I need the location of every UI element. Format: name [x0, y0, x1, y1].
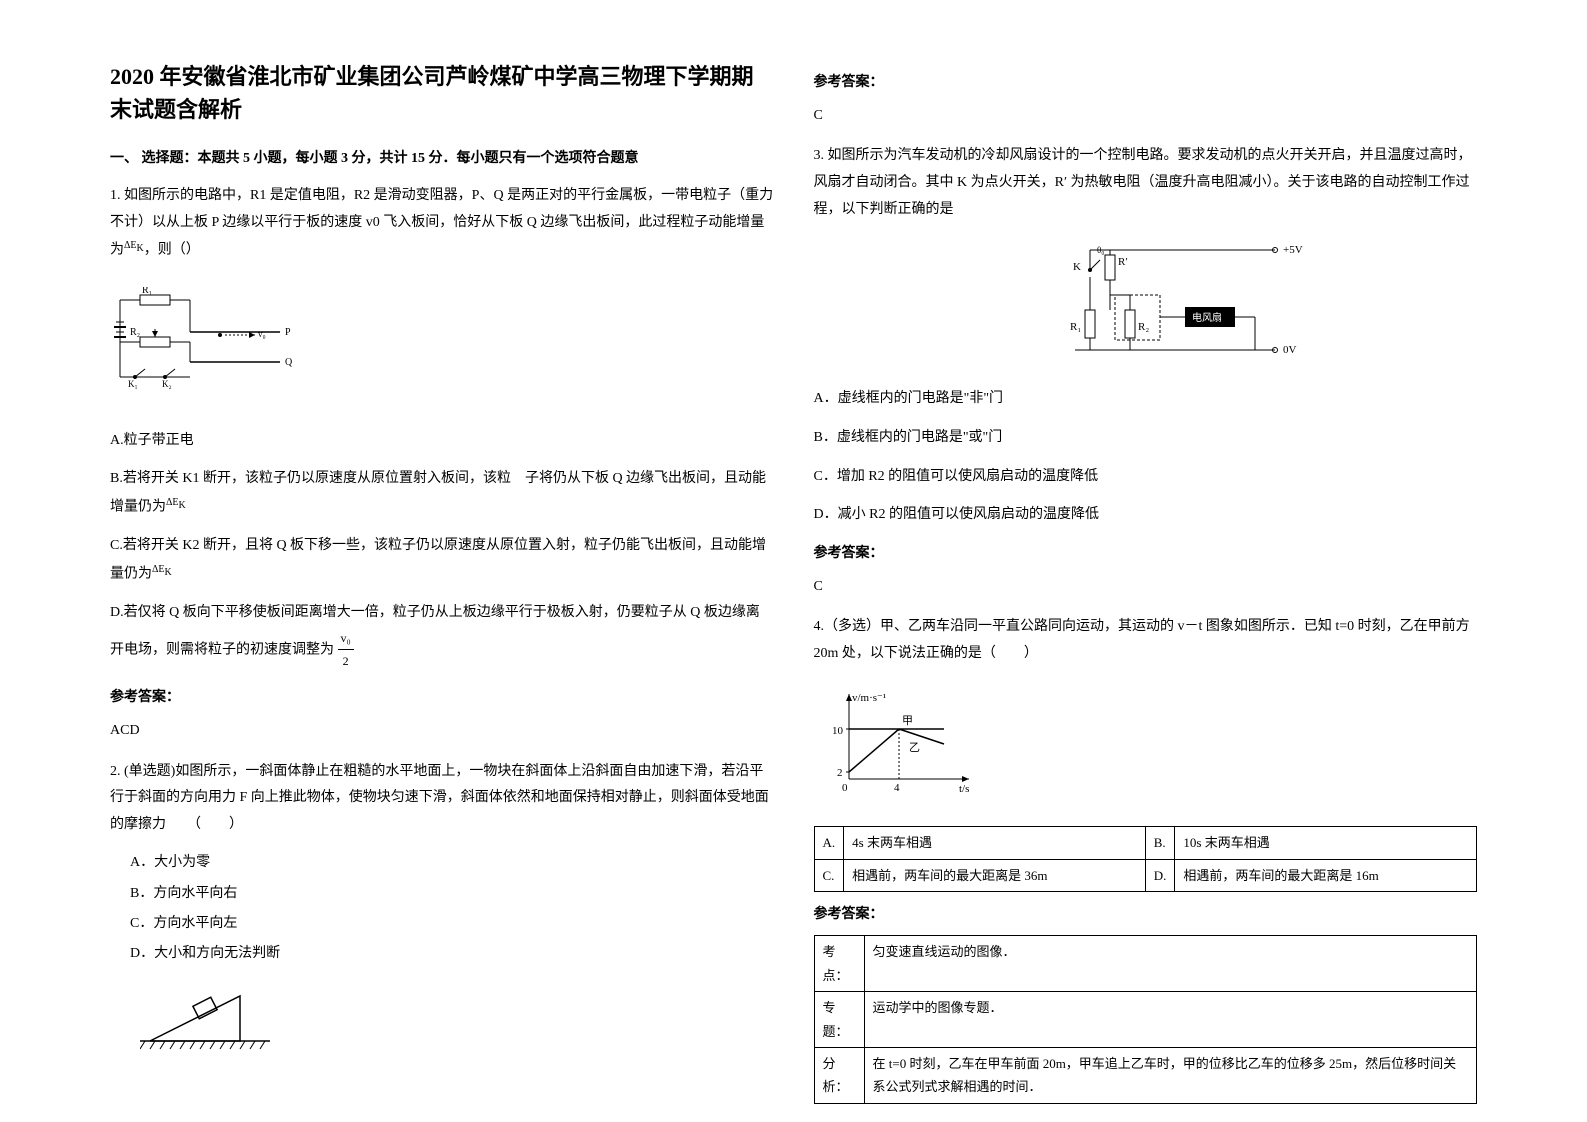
svg-text:v₀: v₀ [258, 329, 266, 339]
q1-stem-2: ，则（） [144, 243, 200, 258]
q3-circuit-figure: +5V K θ₀ R′ R₁ R₂ 电风扇 [814, 235, 1478, 374]
q2-optB: B．方向水平向右 [130, 881, 774, 906]
analysis-row3-text: 在 t=0 时刻，乙车在甲车前面 20m，甲车追上乙车时，甲的位移比乙车的位移多… [864, 1048, 1477, 1104]
svg-text:0V: 0V [1283, 344, 1297, 356]
svg-text:2: 2 [837, 767, 843, 779]
analysis-row1-text: 匀变速直线运动的图像． [864, 936, 1477, 992]
q1-optA: A.粒子带正电 [110, 428, 774, 455]
q3-answer-label: 参考答案： [814, 541, 1478, 566]
svg-text:R₁: R₁ [1070, 321, 1081, 333]
q2-answer: C [814, 103, 1478, 128]
q1-optD: D.若仅将 Q 板向下平移使板间距离增大一倍，粒子仍从上板边缘平行于极板入射，仍… [110, 600, 774, 673]
q4-vt-graph: v/m·s⁻¹ t/s 10 2 0 4 甲 乙 [814, 689, 984, 808]
q3-circuit-svg: +5V K θ₀ R′ R₁ R₂ 电风扇 [975, 235, 1315, 365]
svg-text:Q: Q [285, 357, 293, 368]
question-4: 4.（多选）甲、乙两车沿同一平直公路同向运动，其运动的 v－t 图象如图所示．已… [814, 614, 1478, 667]
q4-analysis-table: 考点： 匀变速直线运动的图像． 专题： 运动学中的图像专题． 分析： 在 t=0… [814, 935, 1478, 1103]
fraction-v0-2: v₀ 2 [338, 627, 354, 674]
q3-optC: C．增加 R2 的阻值可以使风扇启动的温度降低 [814, 464, 1478, 491]
q4-options-table: A. 4s 末两车相遇 B. 10s 末两车相遇 C. 相遇前，两车间的最大距离… [814, 826, 1478, 892]
q3-optD: D．减小 R2 的阻值可以使风扇启动的温度降低 [814, 502, 1478, 529]
svg-text:P: P [285, 327, 291, 338]
svg-text:电风扇: 电风扇 [1192, 311, 1222, 324]
svg-text:K: K [1073, 261, 1081, 273]
q1-circuit-svg: R₁ R₂ K₁ K₂ P Q [110, 287, 310, 397]
q2-optC: C．方向水平向左 [130, 911, 774, 936]
q1-answer: ACD [110, 718, 774, 743]
svg-text:R′: R′ [1118, 256, 1128, 268]
q1-optC: C.若将开关 K2 断开，且将 Q 板下移一些，该粒子仍以原速度从原位置入射，粒… [110, 533, 774, 588]
left-column: 2020 年安徽省淮北市矿业集团公司芦岭煤矿中学高三物理下学期期末试题含解析 一… [90, 60, 794, 1082]
q2-incline-figure [140, 981, 280, 1070]
svg-text:乙: 乙 [909, 741, 920, 754]
q4-optA-text: 4s 末两车相遇 [844, 827, 1146, 859]
q4-optB-text: 10s 末两车相遇 [1175, 827, 1477, 859]
q3-optA: A．虚线框内的门电路是"非"门 [814, 386, 1478, 413]
svg-text:θ₀: θ₀ [1097, 245, 1104, 255]
q1-answer-label: 参考答案： [110, 685, 774, 710]
svg-text:v/m·s⁻¹: v/m·s⁻¹ [852, 692, 886, 704]
svg-text:R₂: R₂ [130, 327, 140, 338]
analysis-row2-text: 运动学中的图像专题． [864, 992, 1477, 1048]
document-title: 2020 年安徽省淮北市矿业集团公司芦岭煤矿中学高三物理下学期期末试题含解析 [110, 60, 774, 126]
question-3: 3. 如图所示为汽车发动机的冷却风扇设计的一个控制电路。要求发动机的点火开关开启… [814, 143, 1478, 223]
analysis-row1-label: 考点： [814, 936, 864, 992]
q3-answer: C [814, 574, 1478, 599]
analysis-row2-label: 专题： [814, 992, 864, 1048]
q3-optB: B．虚线框内的门电路是"或"门 [814, 425, 1478, 452]
q4-optC-text: 相遇前，两车间的最大距离是 36m [844, 859, 1146, 891]
svg-text:t/s: t/s [959, 783, 969, 795]
delta-ek: ΔEK [124, 240, 144, 251]
question-2: 2. (单选题)如图所示，一斜面体静止在粗糙的水平地面上，一物块在斜面体上沿斜面… [110, 759, 774, 839]
svg-text:10: 10 [832, 725, 844, 737]
right-column: 参考答案： C 3. 如图所示为汽车发动机的冷却风扇设计的一个控制电路。要求发动… [794, 60, 1498, 1082]
q4-answer-label: 参考答案： [814, 902, 1478, 927]
svg-text:R₂: R₂ [1138, 321, 1149, 333]
q4-optC-label: C. [814, 859, 844, 891]
question-1: 1. 如图所示的电路中，R1 是定值电阻，R2 是滑动变阻器，P、Q 是两正对的… [110, 183, 774, 264]
svg-text:甲: 甲 [902, 715, 913, 727]
q4-optD-text: 相遇前，两车间的最大距离是 16m [1175, 859, 1477, 891]
q2-optA: A．大小为零 [130, 850, 774, 875]
q4-optB-label: B. [1145, 827, 1175, 859]
svg-text:K₁: K₁ [128, 379, 138, 389]
svg-text:+5V: +5V [1283, 244, 1303, 256]
q4-optA-label: A. [814, 827, 844, 859]
svg-text:0: 0 [842, 782, 848, 794]
section-1-heading: 一、 选择题：本题共 5 小题，每小题 3 分，共计 15 分．每小题只有一个选… [110, 146, 774, 171]
q1-optB: B.若将开关 K1 断开，该粒子仍以原速度从原位置射入板间，该粒 子将仍从下板 … [110, 466, 774, 521]
q1-stem-1: 1. 如图所示的电路中，R1 是定值电阻，R2 是滑动变阻器，P、Q 是两正对的… [110, 188, 773, 258]
q2-answer-label: 参考答案： [814, 70, 1478, 95]
svg-text:4: 4 [894, 782, 900, 794]
q4-optD-label: D. [1145, 859, 1175, 891]
q2-incline-svg [140, 981, 280, 1061]
q1-circuit-figure: R₁ R₂ K₁ K₂ P Q [110, 287, 310, 406]
analysis-row3-label: 分析： [814, 1048, 864, 1104]
svg-text:K₂: K₂ [162, 379, 172, 389]
q2-optD: D．大小和方向无法判断 [130, 941, 774, 966]
svg-text:R₁: R₁ [142, 287, 152, 296]
q4-graph-svg: v/m·s⁻¹ t/s 10 2 0 4 甲 乙 [814, 689, 984, 799]
